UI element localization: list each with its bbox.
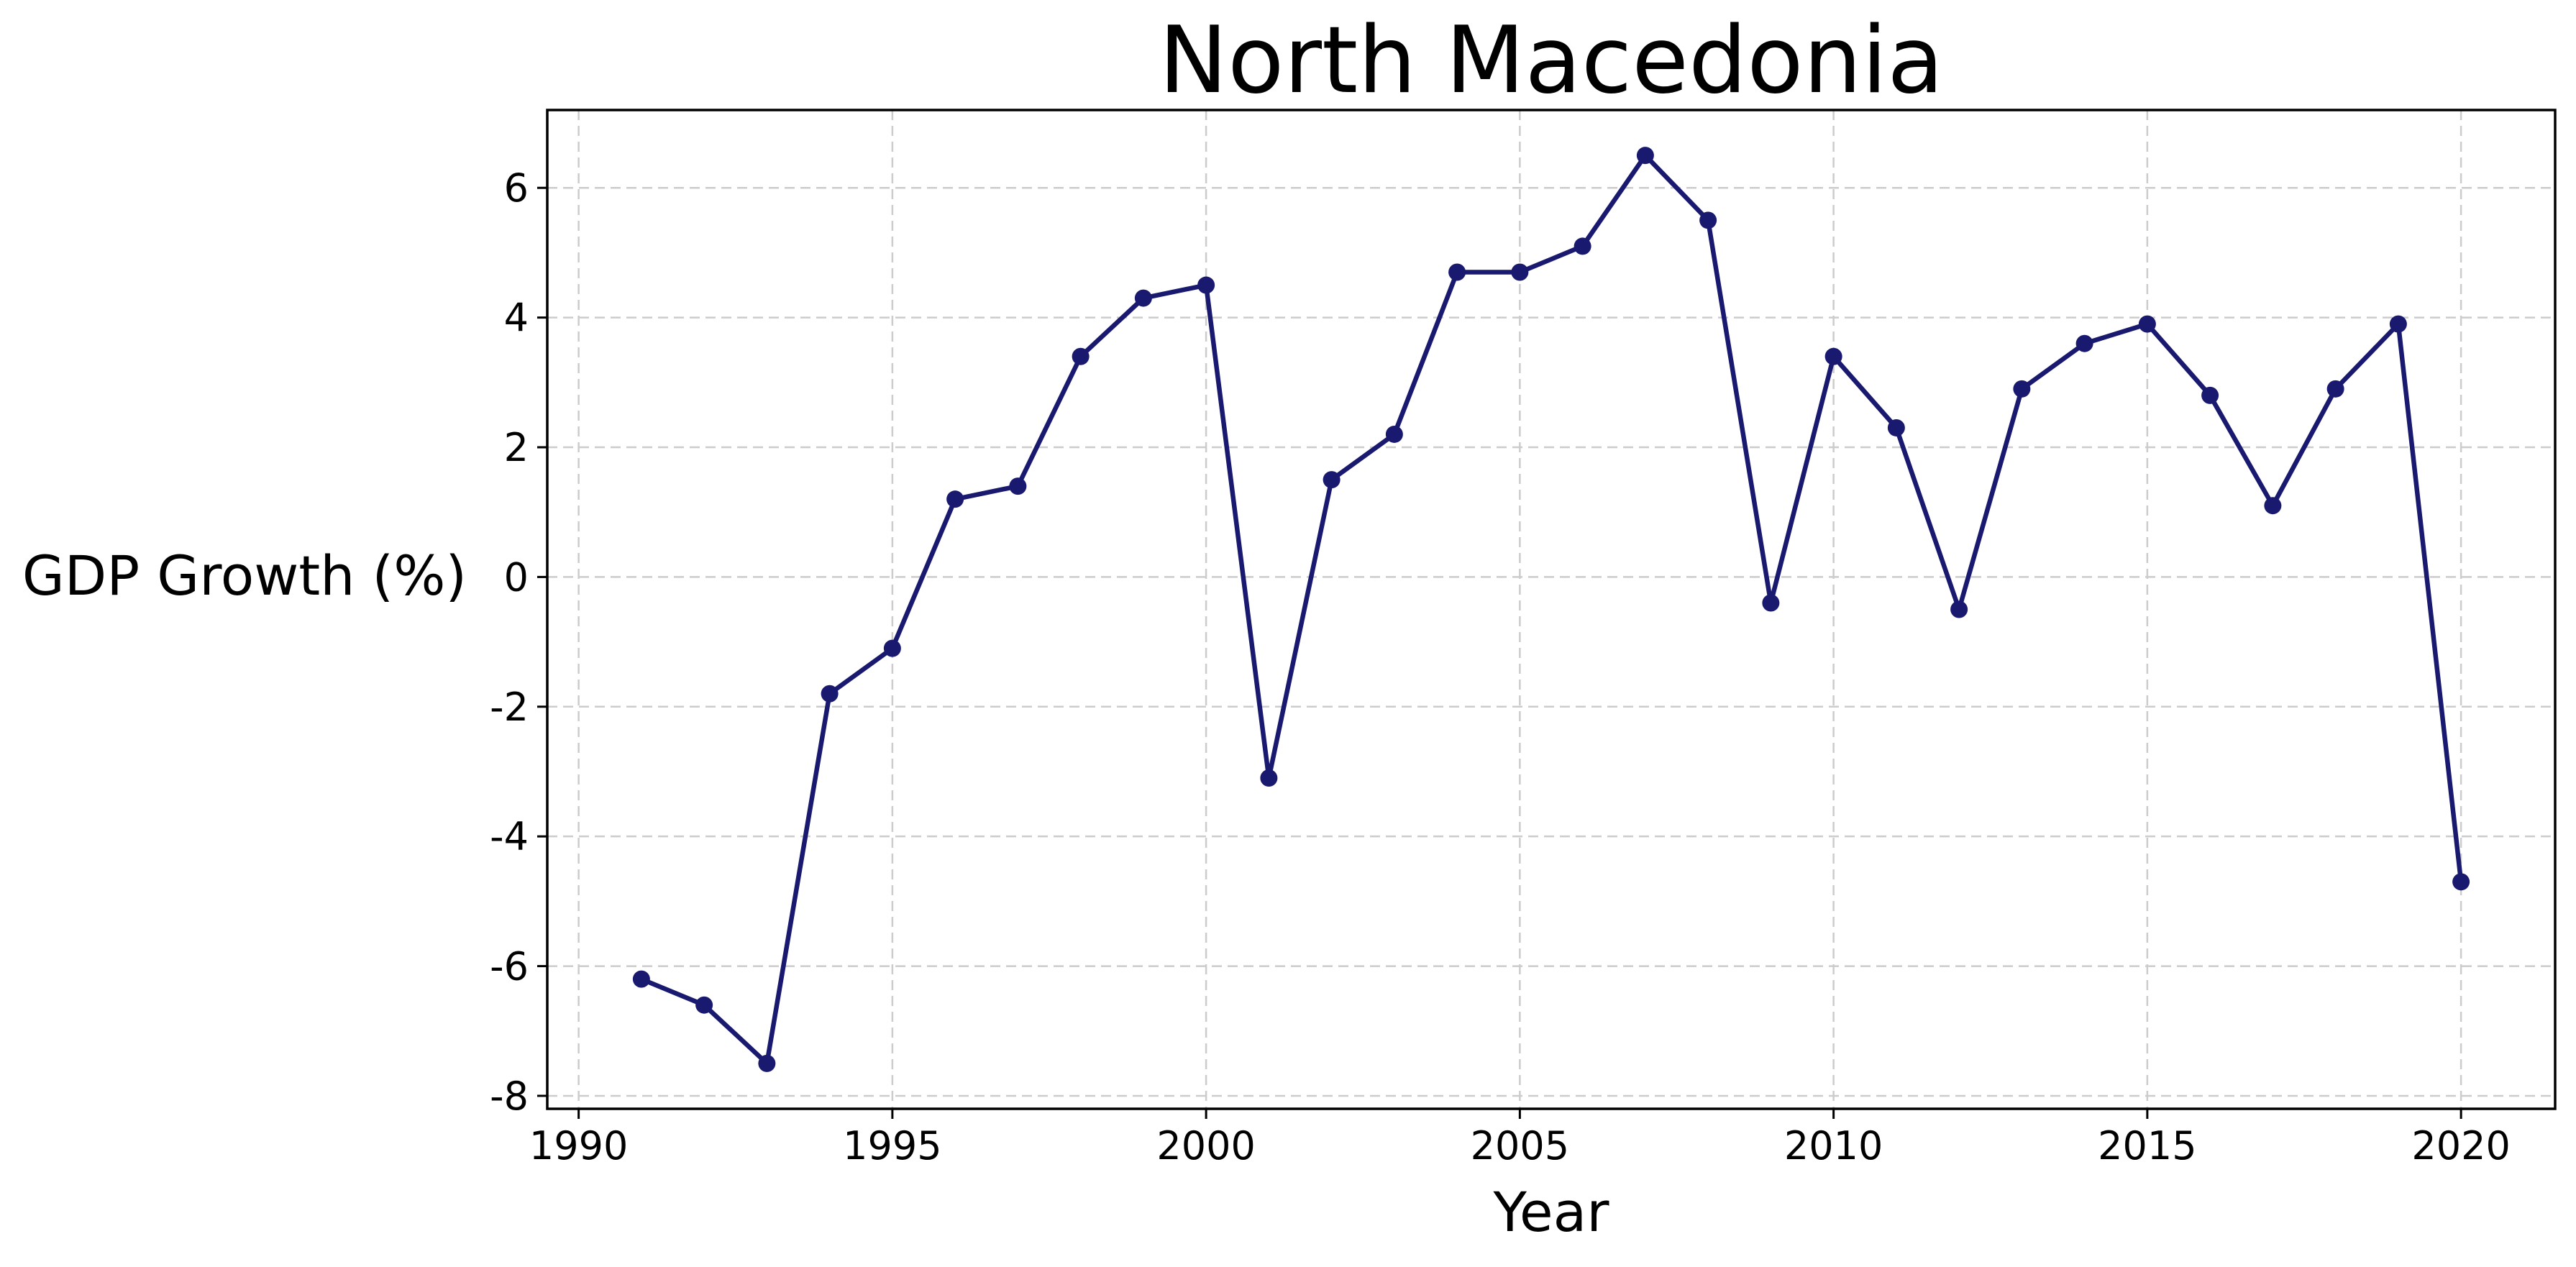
data-point <box>1824 347 1842 365</box>
data-point <box>2075 334 2093 352</box>
data-point <box>1699 211 1717 229</box>
x-tick-label: 2000 <box>1156 1123 1255 1168</box>
x-tick-label: 2020 <box>2411 1123 2510 1168</box>
y-tick-label: -6 <box>490 944 529 989</box>
data-point <box>1762 594 1780 612</box>
data-point <box>1511 263 1529 281</box>
data-point <box>1260 769 1278 787</box>
y-tick-label: 2 <box>504 425 529 470</box>
data-point <box>2013 380 2031 398</box>
plot-frame <box>546 109 2557 1110</box>
data-point <box>2138 315 2156 333</box>
x-tick-label: 2015 <box>2098 1123 2196 1168</box>
data-point <box>1323 471 1340 489</box>
data-point <box>883 639 901 657</box>
data-point <box>2389 315 2407 333</box>
y-axis-label: GDP Growth (%) <box>22 544 467 608</box>
data-point <box>946 490 964 508</box>
data-point <box>2264 497 2282 515</box>
data-point <box>821 685 839 703</box>
data-point <box>1134 289 1152 307</box>
y-tick-label: 4 <box>504 296 529 341</box>
data-point <box>695 996 713 1014</box>
data-point <box>1887 418 1905 436</box>
data-point <box>1385 425 1403 443</box>
data-point <box>758 1054 776 1072</box>
x-tick-label: 2005 <box>1471 1123 1569 1168</box>
series-layer <box>632 147 2470 1072</box>
chart-title: North Macedonia <box>1159 7 1943 114</box>
data-point <box>1009 477 1027 495</box>
grid <box>547 110 2555 1109</box>
y-tick-label: -4 <box>490 814 529 859</box>
y-tick-label: 6 <box>504 165 529 211</box>
x-tick-label: 1995 <box>843 1123 941 1168</box>
y-tick-label: -2 <box>490 685 529 730</box>
data-point <box>1574 237 1591 255</box>
data-point <box>1950 600 1968 618</box>
series-line <box>639 152 2464 1066</box>
data-point <box>1072 347 1090 365</box>
axis-ticks: 1990 1995 2000 2005 2010 2015 2020 -8 -6 -4 -2 0 2 4 6 <box>490 165 2511 1168</box>
data-point <box>1448 263 1466 281</box>
data-point <box>1636 147 1654 165</box>
data-point <box>2326 380 2344 398</box>
x-axis-label: Year <box>1493 1180 1610 1244</box>
y-tick-label: -8 <box>490 1074 529 1119</box>
x-tick-label: 2010 <box>1784 1123 1883 1168</box>
data-point <box>2201 386 2219 404</box>
x-tick-label: 1990 <box>529 1123 628 1168</box>
data-point <box>632 970 650 988</box>
data-point <box>2452 873 2470 891</box>
data-point <box>1197 276 1215 294</box>
y-tick-label: 0 <box>504 554 529 600</box>
